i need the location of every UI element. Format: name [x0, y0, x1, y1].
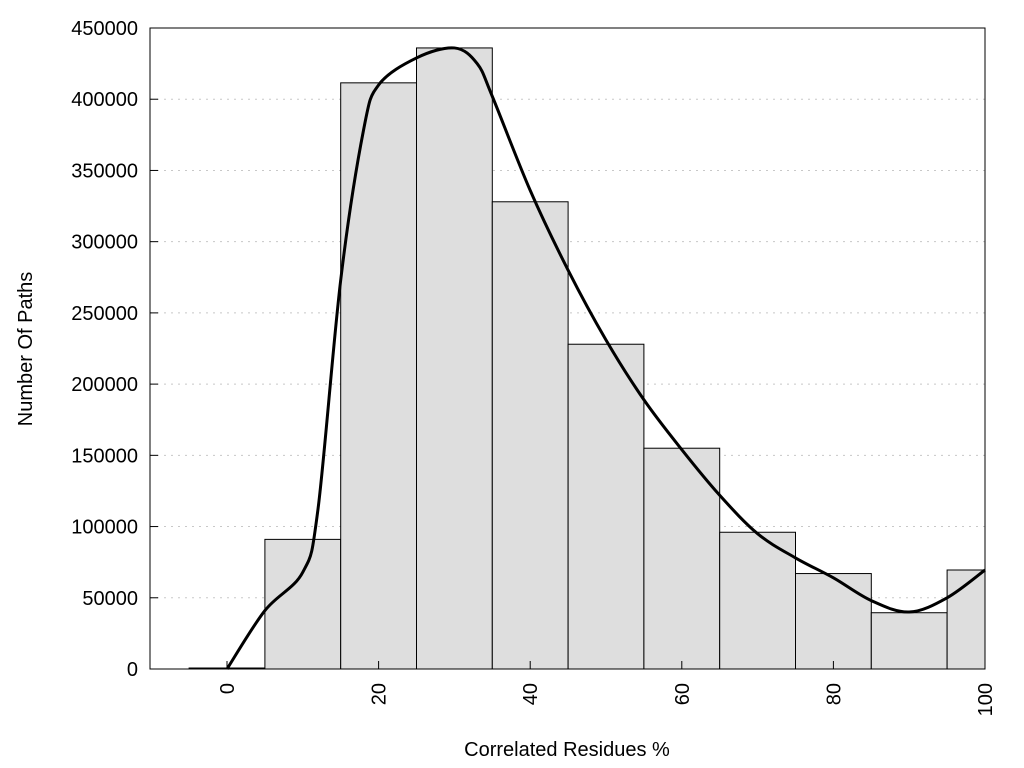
- curve-line: [225, 46, 986, 670]
- x-tick-label: 0: [217, 683, 239, 694]
- x-tick-label: 100: [975, 683, 997, 716]
- y-tick-label: 50000: [82, 588, 138, 610]
- y-tick-label: 300000: [71, 232, 138, 254]
- y-tick-label: 350000: [71, 160, 138, 182]
- x-tick-label: 40: [520, 683, 542, 705]
- x-axis-label: Correlated Residues %: [464, 739, 670, 761]
- y-tick-label: 0: [127, 659, 138, 681]
- y-tick-label: 250000: [71, 303, 138, 325]
- y-tick-label: 400000: [71, 89, 138, 111]
- bar: [416, 47, 493, 670]
- y-tick-label: 200000: [71, 374, 138, 396]
- y-tick-label: 450000: [71, 18, 138, 40]
- x-tick-label: 80: [823, 683, 845, 705]
- y-tick-label: 150000: [71, 445, 138, 467]
- bar: [491, 201, 569, 670]
- bar: [795, 573, 872, 670]
- bar: [340, 82, 418, 670]
- bar: [264, 538, 342, 670]
- x-tick-label: 60: [672, 683, 694, 705]
- y-axis-label: Number Of Paths: [15, 272, 37, 427]
- y-axis: 0 50000 100000 150000 200000 250000 300000 3500…: [71, 18, 158, 681]
- x-axis: 0 20 40 60 80 100: [217, 661, 997, 716]
- bar: [870, 612, 948, 670]
- density-curve: [225, 46, 986, 670]
- y-tick-label: 100000: [71, 517, 138, 539]
- plot-frame: [149, 27, 986, 670]
- bar: [567, 343, 645, 670]
- x-tick-label: 20: [369, 683, 391, 705]
- bars: [188, 47, 986, 670]
